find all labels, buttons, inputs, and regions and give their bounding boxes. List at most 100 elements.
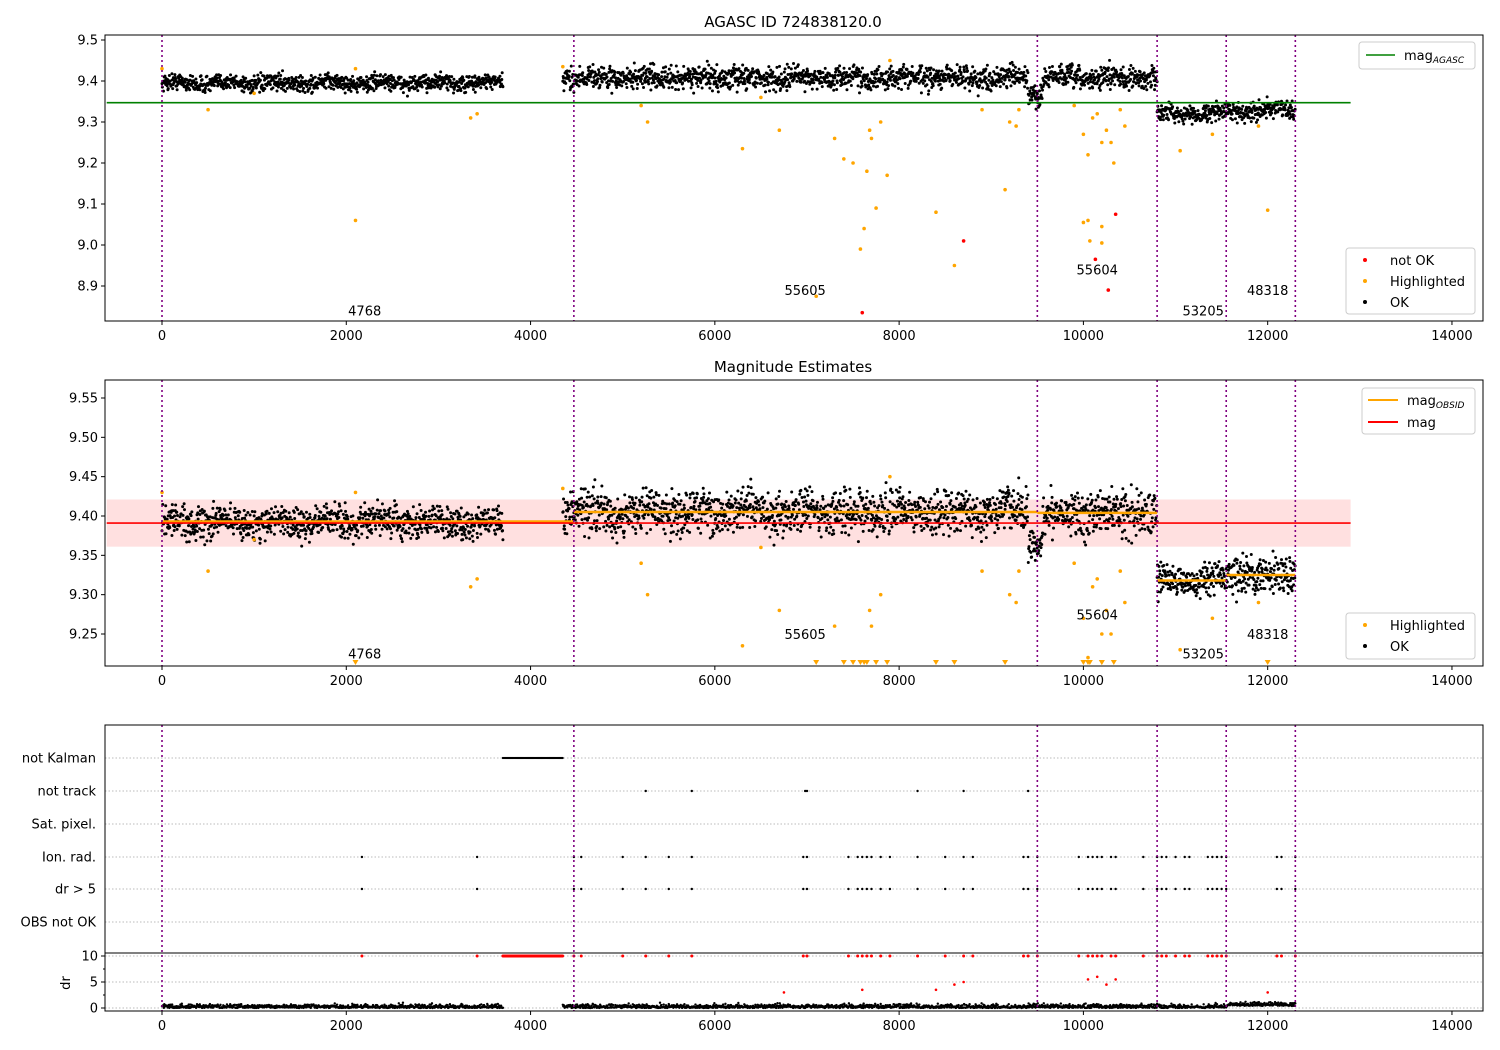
ok-point: [924, 66, 928, 70]
ok-point: [451, 517, 455, 521]
ok-point: [710, 89, 714, 93]
ok-point: [567, 69, 571, 73]
ok-point: [675, 81, 679, 85]
ok-point: [874, 77, 878, 81]
ok-point: [187, 517, 191, 521]
ok-point: [1070, 63, 1074, 67]
ok-point: [307, 540, 311, 544]
ok-point: [848, 67, 852, 71]
ok-point: [424, 510, 428, 514]
ok-point: [461, 538, 465, 542]
ok-point: [420, 530, 424, 534]
ok-point: [604, 72, 608, 76]
ok-point: [799, 488, 803, 492]
ok-point: [844, 488, 848, 492]
ok-point: [887, 529, 891, 533]
ok-point: [842, 504, 846, 508]
ok-point: [292, 510, 296, 514]
ok-point: [900, 502, 904, 506]
ok-point: [706, 523, 710, 527]
ok-point: [400, 540, 404, 544]
ok-point: [792, 507, 796, 511]
ok-point: [401, 527, 405, 531]
ok-point: [859, 70, 863, 74]
ok-point: [487, 508, 491, 512]
ok-point: [941, 506, 945, 510]
ok-point: [709, 66, 713, 70]
ok-point: [897, 490, 901, 494]
ok-point: [923, 500, 927, 504]
ok-point: [206, 527, 210, 531]
ok-point: [173, 514, 177, 518]
ok-point: [1125, 84, 1129, 88]
ok-point: [919, 495, 923, 499]
ok-point: [669, 71, 673, 75]
ok-point: [170, 503, 174, 507]
ok-point: [881, 503, 885, 507]
ok-point: [238, 510, 242, 514]
ok-point: [483, 508, 487, 512]
ok-point: [752, 70, 756, 74]
ok-point: [879, 497, 883, 501]
ok-point: [221, 513, 225, 517]
highlighted-point: [561, 64, 565, 69]
highlighted-point: [740, 146, 745, 151]
ok-point: [959, 71, 963, 75]
ok-point: [835, 81, 839, 85]
ok-point: [1264, 116, 1268, 120]
ok-point: [375, 508, 379, 512]
ok-point: [633, 527, 637, 531]
ok-point: [725, 490, 729, 494]
ok-point: [485, 511, 489, 515]
ok-point: [1108, 87, 1112, 91]
ok-point: [1035, 92, 1039, 96]
ok-point: [831, 79, 835, 83]
ok-point: [379, 73, 383, 77]
ok-point: [598, 527, 602, 531]
y-tick-label: 9.5: [77, 34, 98, 49]
ok-point: [243, 80, 247, 84]
ok-point: [735, 506, 739, 510]
ok-point: [913, 500, 917, 504]
ok-point: [567, 74, 571, 78]
ok-point: [636, 82, 640, 86]
ok-point: [1038, 103, 1042, 107]
ok-point: [652, 62, 656, 66]
ok-point: [754, 76, 758, 80]
ok-point: [857, 67, 861, 71]
ok-point: [360, 532, 364, 536]
ok-point: [611, 536, 615, 540]
ok-point: [682, 506, 686, 510]
ok-point: [460, 82, 464, 86]
ok-point: [733, 501, 737, 505]
ok-point: [357, 536, 361, 540]
ok-point: [600, 484, 604, 488]
ok-point: [350, 527, 354, 531]
ok-point: [1271, 117, 1275, 121]
ok-point: [340, 75, 344, 79]
ok-point: [432, 525, 436, 529]
ok-point: [696, 526, 700, 530]
ok-point: [803, 79, 807, 83]
ok-point: [377, 523, 381, 527]
ok-point: [277, 71, 281, 75]
highlighted-point: [842, 157, 846, 161]
ok-point: [239, 532, 243, 536]
ok-point: [869, 88, 873, 92]
ok-point: [887, 84, 891, 88]
ok-point: [843, 524, 847, 528]
ok-point: [308, 512, 312, 516]
ok-point: [405, 94, 409, 98]
ok-point: [373, 515, 377, 519]
ok-point: [907, 498, 911, 502]
ok-point: [471, 517, 475, 521]
ok-point: [269, 524, 273, 528]
ok-point: [566, 503, 570, 507]
ok-point: [241, 535, 245, 539]
ok-point: [905, 67, 909, 71]
highlighted-point: [1086, 218, 1090, 223]
ok-point: [432, 507, 436, 511]
ok-point: [321, 525, 325, 529]
ok-point: [797, 508, 801, 512]
ok-point: [1100, 68, 1104, 72]
